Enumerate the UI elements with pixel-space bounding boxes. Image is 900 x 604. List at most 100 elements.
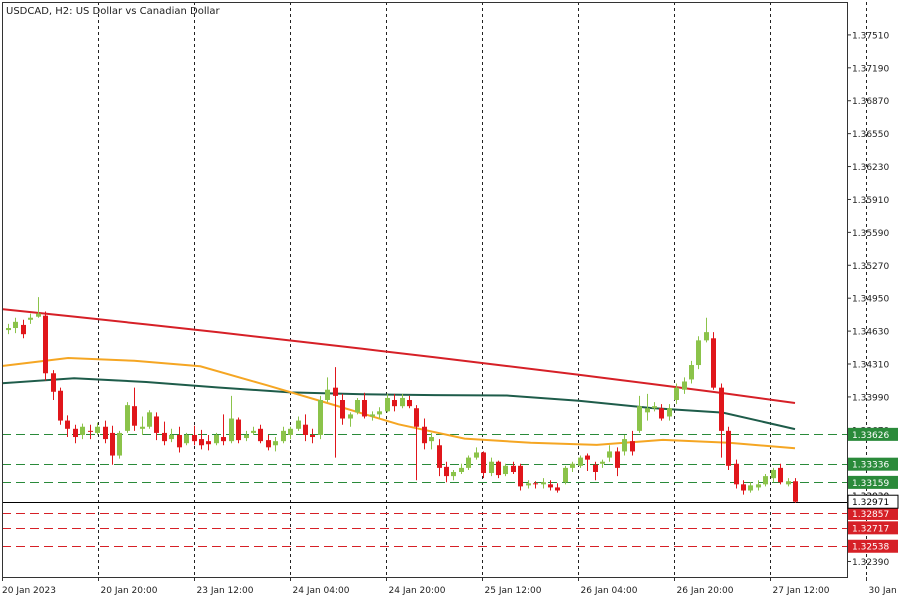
moving-averages xyxy=(2,309,795,448)
bearish-candle xyxy=(481,452,486,473)
bullish-candle xyxy=(652,406,657,408)
bullish-candle xyxy=(689,365,694,379)
bearish-candle xyxy=(177,435,182,447)
support-price-label: 1.33626 xyxy=(852,431,889,441)
bullish-candle xyxy=(28,318,33,320)
price-tick-label: 1.36230 xyxy=(852,163,889,173)
support-price-label: 1.33336 xyxy=(852,461,889,471)
bullish-candle xyxy=(184,435,189,443)
bearish-candle xyxy=(630,441,635,451)
bearish-candle xyxy=(236,420,241,441)
bearish-candle xyxy=(43,316,48,374)
bearish-candle xyxy=(615,451,620,467)
price-tick-label: 1.37510 xyxy=(852,31,889,41)
price-tick-label: 1.34630 xyxy=(852,328,889,338)
bullish-candle xyxy=(318,400,323,435)
support-price-label: 1.33159 xyxy=(852,479,889,489)
time-tick-label: 24 Jan 04:00 xyxy=(293,586,350,596)
bullish-candle xyxy=(36,314,41,317)
bearish-candle xyxy=(206,441,211,444)
bullish-candle xyxy=(578,458,583,466)
bearish-candle xyxy=(310,435,315,437)
bearish-candle xyxy=(132,406,137,426)
bearish-candle xyxy=(21,325,26,334)
current-price-label: 1.32971 xyxy=(852,498,889,508)
time-tick-label: 25 Jan 12:00 xyxy=(485,586,542,596)
bullish-candle xyxy=(570,464,575,468)
bullish-candle xyxy=(400,398,405,406)
time-tick-label: 24 Jan 20:00 xyxy=(389,586,446,596)
bearish-candle xyxy=(333,388,338,396)
price-tick-label: 1.34950 xyxy=(852,295,889,305)
price-tick-label: 1.35270 xyxy=(852,262,889,272)
bullish-candle xyxy=(370,414,375,416)
candlesticks xyxy=(6,297,798,503)
resistance-price-label: 1.32717 xyxy=(852,524,889,534)
bearish-candle xyxy=(407,400,412,406)
bearish-candle xyxy=(340,400,345,419)
bullish-candle xyxy=(786,481,791,484)
bullish-candle xyxy=(763,476,768,484)
price-tick-label: 1.32390 xyxy=(852,558,889,568)
bullish-candle xyxy=(251,431,256,433)
bullish-candle xyxy=(6,328,11,330)
bearish-candle xyxy=(533,483,538,484)
bearish-candle xyxy=(593,465,598,472)
bearish-candle xyxy=(392,400,397,406)
bullish-candle xyxy=(325,390,330,400)
bearish-candle xyxy=(414,408,419,427)
chart-header: USDCAD, H2: US Dollar vs Canadian Dollar xyxy=(6,6,220,17)
bullish-candle xyxy=(80,427,85,435)
bullish-candle xyxy=(288,429,293,435)
bullish-candle xyxy=(541,482,546,484)
bullish-candle xyxy=(526,483,531,485)
bullish-candle xyxy=(451,472,456,476)
time-tick-label: 20 Jan 20:00 xyxy=(101,586,158,596)
bullish-candle xyxy=(771,470,776,478)
plot-frame xyxy=(3,3,848,578)
bearish-candle xyxy=(362,400,367,416)
bullish-candle xyxy=(637,406,642,431)
level-price-labels: 1.330301.336261.333361.331591.328571.327… xyxy=(848,428,898,553)
bearish-candle xyxy=(734,464,739,485)
bullish-candle xyxy=(385,398,390,411)
resistance-price-label: 1.32857 xyxy=(852,510,889,520)
bullish-candle xyxy=(682,381,687,389)
time-tick-label: 30 Jan 04:00 xyxy=(869,586,900,596)
bearish-candle xyxy=(422,427,427,443)
price-tick-label: 1.34310 xyxy=(852,361,889,371)
bearish-candle xyxy=(444,467,449,476)
bullish-candle xyxy=(667,408,672,416)
bearish-candle xyxy=(192,435,197,441)
bearish-candle xyxy=(719,388,724,431)
bullish-candle xyxy=(169,435,174,439)
bullish-candle xyxy=(503,466,508,474)
price-tick-label: 1.36870 xyxy=(852,97,889,107)
bearish-candle xyxy=(711,338,716,387)
price-tick-label: 1.35910 xyxy=(852,196,889,206)
bullish-candle xyxy=(466,458,471,468)
time-tick-label: 26 Jan 20:00 xyxy=(677,586,734,596)
bearish-candle xyxy=(162,433,167,441)
bullish-candle xyxy=(296,421,301,429)
vertical-grid xyxy=(99,2,900,577)
bearish-candle xyxy=(51,373,56,392)
bearish-candle xyxy=(726,431,731,466)
bullish-candle xyxy=(489,462,494,473)
bullish-candle xyxy=(474,452,479,457)
bearish-candle xyxy=(741,484,746,490)
bullish-candle xyxy=(281,431,286,441)
symbol: USDCAD xyxy=(6,6,49,17)
bullish-candle xyxy=(355,400,360,412)
bearish-candle xyxy=(793,481,798,501)
time-tick-label: 27 Jan 12:00 xyxy=(773,586,830,596)
bullish-candle xyxy=(622,439,627,451)
bullish-candle xyxy=(756,484,761,487)
bearish-candle xyxy=(548,484,553,487)
bearish-candle xyxy=(511,466,516,472)
bullish-candle xyxy=(600,462,605,464)
bearish-candle xyxy=(199,439,204,445)
